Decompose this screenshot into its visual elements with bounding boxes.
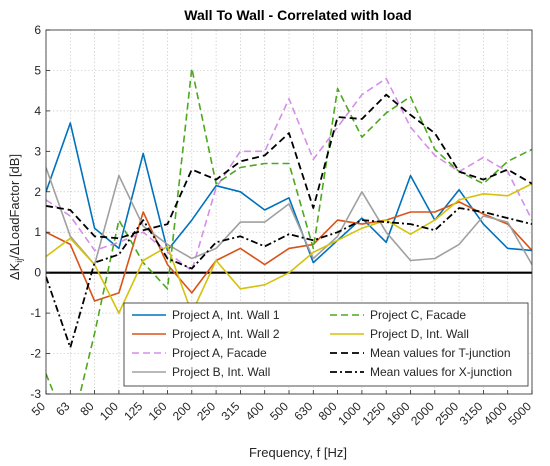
series-line-7 <box>46 93 532 240</box>
y-tick-label: 5 <box>34 63 41 77</box>
legend-box <box>123 302 529 387</box>
x-tick-label: 2000 <box>408 399 437 428</box>
y-axis-label: ΔKij/ΔLoadFactor [dB] <box>7 154 24 280</box>
legend-label: Mean values for X-junction <box>370 365 512 379</box>
legend-label: Project A, Facade <box>172 346 267 360</box>
chart-title: Wall To Wall - Correlated with load <box>184 7 411 23</box>
x-tick-label: 160 <box>146 399 170 423</box>
series-layer <box>46 67 532 394</box>
x-tick-label: 250 <box>194 399 218 423</box>
x-tick-label: 1600 <box>384 399 413 428</box>
legend-label: Project A, Int. Wall 2 <box>172 327 280 341</box>
series-line-2 <box>46 201 532 302</box>
legend-label: Project B, Int. Wall <box>172 365 270 379</box>
y-tick-label: 4 <box>34 104 41 118</box>
x-tick-label: 5000 <box>505 399 534 428</box>
x-tick-label: 80 <box>77 399 97 419</box>
y-tick-label: -1 <box>30 306 41 320</box>
y-tick-label: -2 <box>30 347 41 361</box>
x-tick-label: 50 <box>29 399 49 419</box>
grid <box>45 29 533 395</box>
x-tick-label: 4000 <box>481 399 510 428</box>
y-tick-label: -3 <box>30 387 41 401</box>
x-tick-label: 3150 <box>457 399 486 428</box>
legend: Project A, Int. Wall 1 Project A, Int. Wa… <box>123 302 529 387</box>
series-line-1 <box>46 122 532 264</box>
y-tick-label: 6 <box>34 23 41 37</box>
y-tick-label: 1 <box>34 225 41 239</box>
x-tick-label: 400 <box>243 399 267 423</box>
x-tick-label: 200 <box>170 399 194 423</box>
x-tick-label: 100 <box>97 399 121 423</box>
legend-label: Mean values for T-junction <box>370 346 511 360</box>
x-tick-label: 2500 <box>432 399 461 428</box>
y-ticks: -3 -2 -1 0 1 2 3 4 5 6 <box>30 23 50 401</box>
y-tick-label: 2 <box>34 185 41 199</box>
legend-label: Project D, Int. Wall <box>370 327 469 341</box>
series-line-3 <box>46 77 532 272</box>
legend-label: Project C, Facade <box>370 308 466 322</box>
x-tick-label: 500 <box>267 399 291 423</box>
x-axis-label: Frequency, f [Hz] <box>249 445 347 460</box>
series-line-6 <box>46 182 532 314</box>
y-axis-label-rest: /ΔLoadFactor [dB] <box>7 154 22 259</box>
y-axis-label-sub: ij <box>14 259 24 263</box>
x-ticks: 50 63 80 100 125 160 200 250 315 400 500 630 8001000… <box>29 390 534 428</box>
x-tick-label: 315 <box>218 399 242 423</box>
series-line-8 <box>46 207 532 349</box>
x-tick-label: 125 <box>121 399 145 423</box>
x-tick-label: 1250 <box>360 399 389 428</box>
x-tick-label: 630 <box>291 399 315 423</box>
x-tick-label: 63 <box>53 399 73 419</box>
y-axis-label-main: ΔK <box>7 262 22 280</box>
y-tick-label: 0 <box>34 266 41 280</box>
y-tick-label: 3 <box>34 144 41 158</box>
x-tick-label: 1000 <box>335 399 364 428</box>
legend-label: Project A, Int. Wall 1 <box>172 308 280 322</box>
series-line-5 <box>46 67 532 394</box>
series-line-4 <box>46 167 532 266</box>
